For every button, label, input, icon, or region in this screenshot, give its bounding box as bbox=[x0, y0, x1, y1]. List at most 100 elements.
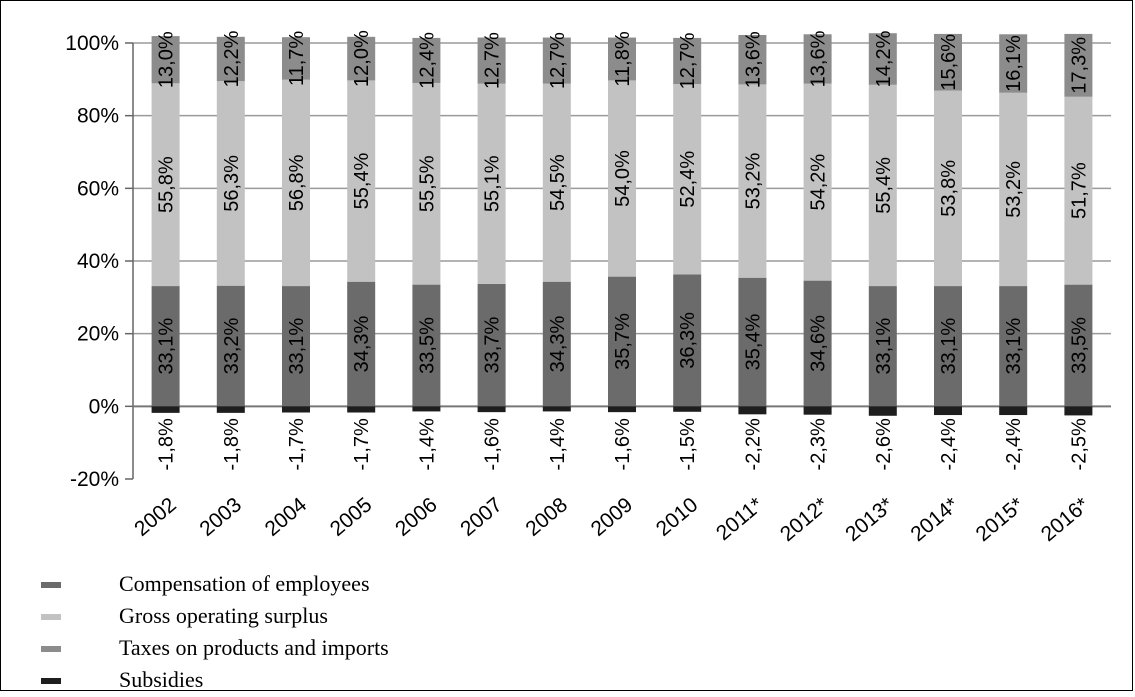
legend-swatch-gross-operating-surplus bbox=[41, 614, 61, 620]
data-labels: 33,1% 55,8% 13,0% -1,8% 33,2% 56,3% 12,2% -1,8%… bbox=[156, 30, 1091, 470]
bar-segment-gross-operating-surplus bbox=[151, 83, 180, 287]
bar-segment-subsidies bbox=[216, 406, 245, 413]
bar-segment-subsidies bbox=[282, 406, 310, 413]
bar-segment-gross-operating-surplus bbox=[803, 83, 832, 281]
data-label: 12,7% bbox=[547, 32, 569, 89]
legend-label-subsidies: Subsidies bbox=[119, 667, 204, 692]
bar-segment-taxes bbox=[738, 35, 767, 85]
data-label: 17,3% bbox=[1068, 37, 1090, 94]
bar-segment-compensation bbox=[608, 276, 636, 407]
data-label: 56,3% bbox=[221, 155, 243, 212]
bar-segment-subsidies bbox=[1064, 406, 1093, 416]
bar-segment-gross-operating-surplus bbox=[934, 90, 962, 287]
x-tick-label: 2012* bbox=[776, 493, 833, 546]
bar-segment-compensation bbox=[412, 284, 441, 407]
data-label-subsidies: -1,6% bbox=[482, 418, 504, 470]
y-tick-label: 20% bbox=[77, 323, 119, 346]
y-tick-label: -20% bbox=[70, 468, 119, 491]
y-tick-label: 40% bbox=[77, 250, 119, 273]
bar-segment-compensation bbox=[1064, 284, 1093, 407]
bar-segment-subsidies bbox=[347, 406, 376, 413]
x-tick-label: 2016* bbox=[1037, 493, 1094, 546]
bar-segment-subsidies bbox=[542, 406, 571, 412]
bar-segment-compensation bbox=[477, 283, 506, 407]
x-tick-label: 2015* bbox=[972, 493, 1029, 546]
bar-segment-compensation bbox=[803, 280, 832, 407]
data-label-subsidies: -2,4% bbox=[1003, 418, 1025, 470]
data-label: 34,3% bbox=[547, 315, 569, 372]
x-tick-label: 2005 bbox=[326, 493, 377, 541]
bar-segment-subsidies bbox=[608, 406, 636, 413]
bar-segment-taxes bbox=[412, 37, 441, 83]
data-label: 13,6% bbox=[808, 30, 830, 87]
data-label: 33,1% bbox=[156, 318, 178, 375]
bar-segment-compensation bbox=[542, 281, 571, 407]
x-tick-label: 2004 bbox=[261, 493, 312, 541]
bar-segment-gross-operating-surplus bbox=[608, 80, 636, 277]
data-label-subsidies: -1,8% bbox=[221, 418, 243, 470]
bar-segment-subsidies bbox=[412, 406, 441, 412]
data-label: 13,0% bbox=[156, 31, 178, 88]
bar-segment-taxes bbox=[999, 34, 1028, 93]
x-tick-label: 2007 bbox=[456, 493, 507, 541]
data-label: 12,4% bbox=[416, 32, 438, 89]
data-label: 33,1% bbox=[286, 318, 308, 375]
data-label: 55,4% bbox=[351, 153, 373, 210]
bar-segment-subsidies bbox=[803, 406, 832, 415]
bar-segment-gross-operating-surplus bbox=[542, 83, 571, 282]
legend-swatch-taxes bbox=[41, 646, 61, 652]
bar-segment-compensation bbox=[347, 281, 376, 407]
bar-segment-compensation bbox=[282, 286, 310, 407]
data-label: 53,2% bbox=[1003, 161, 1025, 218]
data-label-subsidies: -2,4% bbox=[938, 418, 960, 470]
x-tick-label: 2006 bbox=[391, 493, 442, 541]
bar-segment-subsidies bbox=[151, 406, 180, 413]
data-label-subsidies: -1,6% bbox=[612, 418, 634, 470]
bar-segment-gross-operating-surplus bbox=[216, 81, 245, 286]
y-tick-label: 0% bbox=[89, 395, 119, 418]
bar-segment-subsidies bbox=[738, 406, 767, 415]
bar-segment-compensation bbox=[216, 285, 245, 407]
data-label: 34,6% bbox=[808, 315, 830, 372]
data-label-subsidies: -1,8% bbox=[156, 418, 178, 470]
x-tick-label: 2009 bbox=[587, 493, 638, 541]
legend-label-taxes: Taxes on products and imports bbox=[119, 635, 389, 660]
data-label-subsidies: -1,7% bbox=[351, 418, 373, 470]
data-label: 35,4% bbox=[742, 313, 764, 370]
data-label-subsidies: -1,4% bbox=[547, 418, 569, 470]
bar-segment-compensation bbox=[151, 286, 180, 407]
x-tick-label: 2011* bbox=[712, 493, 768, 545]
bars bbox=[151, 33, 1093, 416]
data-label: 36,3% bbox=[677, 312, 699, 369]
x-tick-label: 2002 bbox=[130, 493, 181, 541]
legend-swatch-subsidies bbox=[41, 678, 61, 684]
data-label: 55,1% bbox=[482, 155, 504, 212]
bar-segment-subsidies bbox=[477, 406, 506, 413]
data-label: 11,8% bbox=[612, 31, 634, 86]
data-label: 53,2% bbox=[742, 153, 764, 210]
bar-segment-gross-operating-surplus bbox=[282, 79, 310, 287]
x-tick-label: 2008 bbox=[521, 493, 572, 541]
data-label: 14,2% bbox=[873, 30, 895, 87]
bar-segment-taxes bbox=[282, 37, 310, 80]
data-label: 51,7% bbox=[1068, 162, 1090, 219]
data-label: 12,7% bbox=[677, 32, 699, 89]
bar-segment-gross-operating-surplus bbox=[1064, 96, 1093, 285]
data-label: 33,7% bbox=[482, 317, 504, 374]
data-label: 55,8% bbox=[156, 156, 178, 213]
data-label-subsidies: -1,4% bbox=[416, 418, 438, 470]
bar-segment-gross-operating-surplus bbox=[347, 80, 376, 282]
data-label: 54,5% bbox=[547, 154, 569, 211]
bar-segment-compensation bbox=[868, 286, 897, 407]
bar-segment-compensation bbox=[738, 277, 767, 407]
data-label: 56,8% bbox=[286, 154, 308, 211]
data-label: 54,2% bbox=[808, 154, 830, 211]
data-label: 53,8% bbox=[938, 160, 960, 217]
bar-segment-subsidies bbox=[868, 406, 897, 416]
bar-segment-taxes bbox=[216, 36, 245, 82]
data-label: 15,6% bbox=[938, 34, 960, 91]
y-tick-label: 100% bbox=[65, 32, 119, 55]
x-tick-label: 2010 bbox=[652, 493, 703, 541]
legend-swatch-compensation bbox=[41, 582, 61, 588]
